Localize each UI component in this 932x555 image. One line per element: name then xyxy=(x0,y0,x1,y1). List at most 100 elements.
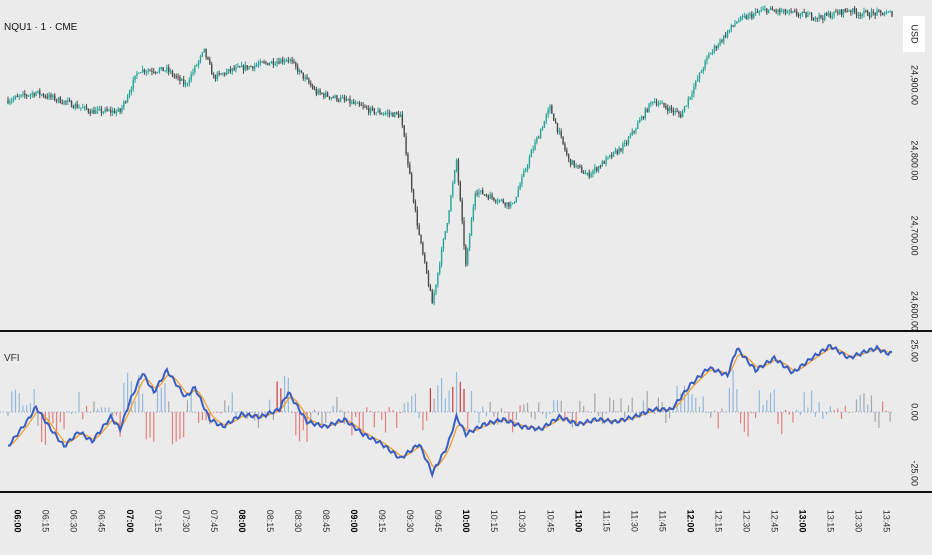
histogram-bar xyxy=(743,412,745,432)
histogram-bar xyxy=(33,389,35,412)
histogram-bar xyxy=(321,412,323,425)
candle xyxy=(708,52,710,60)
candle xyxy=(394,111,396,118)
histogram-bar xyxy=(811,390,813,412)
candle-body xyxy=(199,56,202,61)
candle-body xyxy=(46,96,48,98)
candle-body xyxy=(803,12,805,14)
candle-body xyxy=(373,108,376,114)
candle-body xyxy=(453,170,456,184)
candle xyxy=(614,147,617,154)
candle-body xyxy=(820,15,822,18)
candle-body xyxy=(76,104,78,108)
candle xyxy=(657,100,660,108)
candle-body xyxy=(18,95,20,97)
candle xyxy=(7,96,9,105)
candle xyxy=(588,169,590,180)
histogram-bar xyxy=(683,385,686,412)
candle xyxy=(179,74,181,85)
histogram-bar xyxy=(609,397,611,412)
time-tick-label: 07:00 xyxy=(125,509,135,532)
currency-badge[interactable]: USD xyxy=(903,16,925,52)
candle-body xyxy=(874,12,876,16)
candle xyxy=(741,14,744,21)
candle xyxy=(448,209,450,225)
histogram-bar xyxy=(59,412,61,423)
candle-body xyxy=(674,110,676,113)
candle xyxy=(782,9,785,15)
candle xyxy=(325,90,327,99)
candle-body xyxy=(478,191,480,195)
histogram-bar xyxy=(190,391,192,412)
candle-body xyxy=(603,161,605,164)
candle-body xyxy=(726,31,729,37)
histogram-bar xyxy=(78,391,80,412)
candle-body xyxy=(57,97,60,101)
vfi-axis[interactable]: 25.00 0.00 -25.00 xyxy=(910,339,920,486)
candle xyxy=(543,120,546,128)
candle-body xyxy=(295,62,297,67)
candle xyxy=(569,158,572,168)
candle xyxy=(444,231,447,240)
candle xyxy=(405,132,407,156)
candle-body xyxy=(657,103,660,105)
candle xyxy=(141,65,144,74)
histogram-bar xyxy=(691,394,693,412)
candle xyxy=(868,12,871,20)
candle xyxy=(182,75,185,88)
time-tick-label: 13:15 xyxy=(826,510,836,533)
candle-body xyxy=(91,110,93,114)
candle-body xyxy=(147,70,149,72)
candle xyxy=(409,161,411,175)
candle xyxy=(111,107,114,117)
candle-body xyxy=(610,155,613,157)
histogram-bar xyxy=(725,411,727,413)
candle-body xyxy=(833,11,835,16)
candle xyxy=(138,72,140,74)
histogram-bar xyxy=(829,406,831,412)
candle xyxy=(42,92,45,98)
candle xyxy=(61,99,63,105)
candle xyxy=(132,76,134,92)
candle xyxy=(216,71,219,82)
histogram-bar xyxy=(373,412,375,428)
candle-body xyxy=(801,12,803,14)
candle xyxy=(810,11,813,22)
candle xyxy=(315,86,318,97)
candle xyxy=(596,166,598,173)
candle xyxy=(498,199,501,203)
price-axis[interactable]: 24,600.00 24,700.00 24,800.00 24,900.00 xyxy=(910,65,920,331)
histogram-bar xyxy=(549,412,551,415)
price-pane[interactable] xyxy=(7,5,893,306)
candle-body xyxy=(549,105,551,111)
time-tick-label: 11:00 xyxy=(573,510,583,533)
histogram-bar xyxy=(597,412,600,416)
histogram-bar xyxy=(740,412,742,424)
candle-body xyxy=(347,98,349,101)
histogram-bar xyxy=(825,412,828,415)
candle xyxy=(786,9,789,14)
vfi-pane[interactable] xyxy=(0,344,893,479)
candle xyxy=(35,90,37,97)
candle xyxy=(457,157,460,186)
candle xyxy=(887,11,889,14)
candle-body xyxy=(252,66,254,69)
candle-body xyxy=(304,77,306,79)
candle xyxy=(446,222,448,234)
candle xyxy=(880,9,882,17)
histogram-bar xyxy=(515,412,517,420)
histogram-bar xyxy=(698,406,701,412)
time-axis[interactable]: 06:00 06:15 06:30 06:45 07:00 07:15 07:30 07:45… xyxy=(13,509,892,532)
candle xyxy=(382,112,385,117)
candle xyxy=(680,111,682,119)
candle-body xyxy=(638,120,641,123)
histogram-bar xyxy=(575,412,577,425)
candle-body xyxy=(220,73,222,75)
candle xyxy=(72,104,75,109)
candle xyxy=(799,12,802,20)
candle-body xyxy=(708,53,710,58)
histogram-bar xyxy=(171,412,174,445)
candle xyxy=(616,148,618,156)
candle xyxy=(752,12,755,20)
